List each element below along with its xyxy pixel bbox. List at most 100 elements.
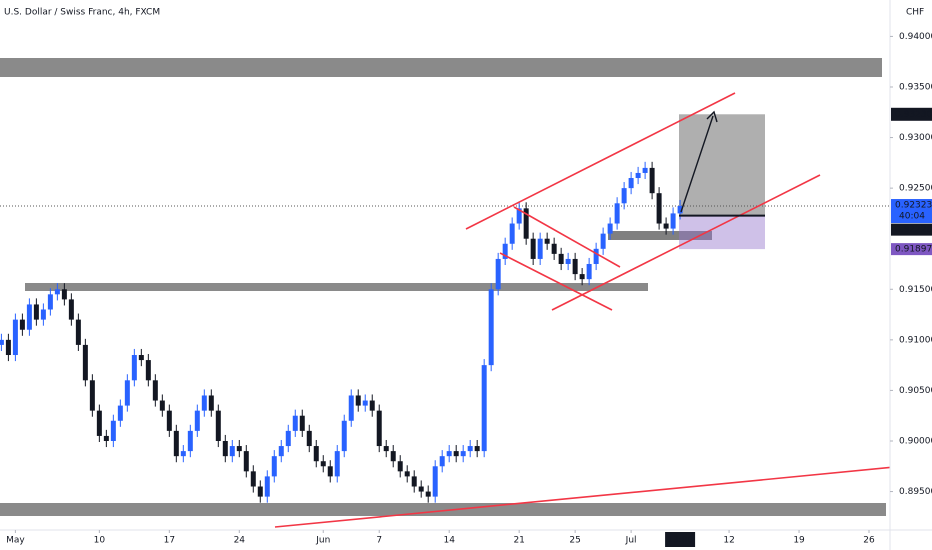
- candle-body: [173, 430, 179, 457]
- candle-body: [341, 420, 347, 452]
- candle-body: [313, 446, 319, 462]
- candle-body: [425, 491, 431, 497]
- candle-body: [187, 430, 193, 452]
- support-zone: [25, 283, 648, 291]
- candle-body: [439, 456, 445, 467]
- candle-body: [579, 274, 585, 280]
- candle-body: [117, 405, 123, 421]
- candle-body: [180, 451, 186, 457]
- y-tick-label: 0.89500: [899, 487, 932, 497]
- candle-body: [362, 400, 368, 406]
- x-tick-label: 17: [164, 536, 175, 546]
- candle-body: [663, 223, 669, 229]
- candle-body: [61, 289, 67, 300]
- candle-body: [418, 486, 424, 492]
- candle-body: [474, 446, 480, 452]
- candle-body: [537, 238, 543, 259]
- stop-tag-label: 0.91897: [895, 245, 932, 255]
- candle-body: [306, 430, 312, 447]
- candle-body: [628, 178, 634, 189]
- candle-body: [635, 172, 641, 179]
- channel-line: [551, 174, 821, 311]
- entry-tag: [891, 223, 932, 236]
- candle-body: [586, 263, 592, 280]
- candle-body: [502, 243, 508, 259]
- candle-body: [530, 238, 536, 259]
- candle-body: [621, 188, 627, 204]
- x-tick-label: 13:00: [667, 536, 693, 546]
- candle-body: [327, 466, 333, 477]
- support-zone: [0, 503, 886, 516]
- candles: [0, 161, 683, 503]
- candle-body: [642, 167, 648, 173]
- candle-body: [432, 466, 438, 497]
- candle-body: [369, 400, 375, 411]
- x-tick-label: May: [6, 536, 25, 546]
- candle-body: [544, 238, 550, 244]
- candle-body: [110, 420, 116, 441]
- target-tag-label: 0.93230: [895, 110, 932, 120]
- candle-body: [390, 451, 396, 462]
- candle-body: [152, 380, 158, 401]
- candle-body: [299, 415, 305, 431]
- candle-body: [656, 193, 662, 224]
- candle-body: [404, 471, 410, 477]
- demand-zone: [608, 231, 712, 240]
- candle-body: [145, 360, 151, 381]
- candle-body: [278, 446, 284, 457]
- candle-body: [236, 446, 242, 452]
- candle-body: [103, 435, 109, 441]
- time-tag: [665, 532, 696, 547]
- trend-line: [274, 466, 896, 528]
- loss-zone: [679, 215, 765, 250]
- candle-body: [593, 248, 599, 264]
- channel-line: [465, 92, 736, 230]
- candle-body: [523, 208, 529, 239]
- candle-body: [5, 339, 11, 356]
- candle-body: [411, 476, 417, 487]
- candle-body: [222, 440, 228, 457]
- candle-body: [33, 304, 39, 320]
- candle-body: [320, 461, 326, 467]
- candle-body: [509, 223, 515, 244]
- candle-body: [607, 223, 613, 234]
- x-tick-label: 19: [793, 536, 805, 546]
- candle-body: [453, 451, 459, 457]
- x-tick-label: 14: [443, 536, 455, 546]
- candle-body: [201, 395, 207, 411]
- candle-body: [271, 456, 277, 477]
- candle-body: [348, 395, 354, 421]
- price-axis: [890, 0, 932, 550]
- candle-body: [600, 233, 606, 249]
- candle-body: [383, 446, 389, 452]
- candle-body: [75, 319, 81, 345]
- candle-body: [250, 471, 256, 487]
- candle-body: [96, 410, 102, 436]
- candle-body: [614, 203, 620, 224]
- current-tag: [891, 199, 932, 224]
- candle-body: [40, 309, 46, 320]
- current-tag-label: 0.92323: [895, 201, 932, 211]
- candle-body: [89, 380, 95, 411]
- x-tick-label: 12: [723, 536, 734, 546]
- position-tool: [0, 114, 890, 250]
- candle-body: [194, 410, 200, 431]
- candle-body: [292, 415, 298, 431]
- candle-body: [0, 339, 4, 345]
- target-tag: [891, 107, 932, 121]
- candle-body: [215, 410, 221, 441]
- candle-body: [481, 365, 487, 452]
- candle-body: [572, 258, 578, 275]
- candle-body: [131, 355, 137, 381]
- candle-body: [467, 446, 473, 452]
